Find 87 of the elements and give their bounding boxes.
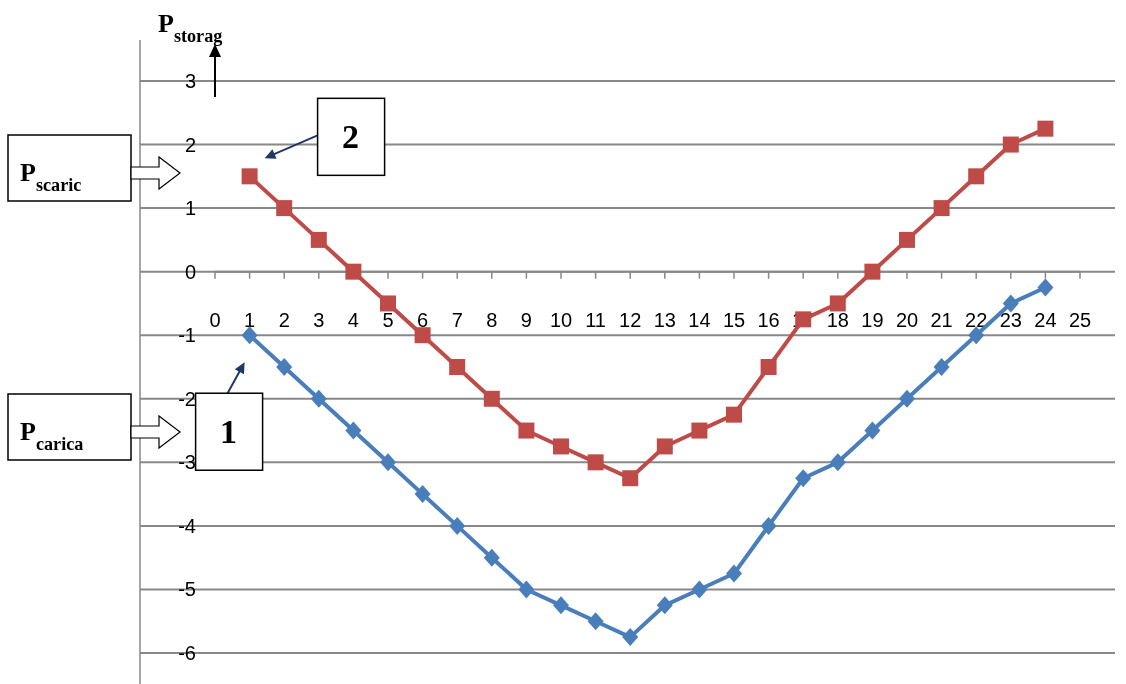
- text: P$_{carica}$: [20, 417, 84, 454]
- point: [933, 358, 950, 376]
- x-tick-label: 22: [965, 308, 988, 331]
- x-tick-label: 13: [653, 308, 676, 331]
- point: [933, 200, 950, 217]
- point: [345, 263, 362, 280]
- point: [483, 390, 500, 407]
- x-tick-label: 10: [549, 308, 573, 331]
- point: [241, 326, 258, 345]
- x-tick-label: 16: [757, 308, 780, 331]
- x-tick-label: 7: [451, 308, 463, 331]
- x-tick-label: 6: [417, 308, 429, 331]
- point: [622, 628, 639, 647]
- point: [380, 295, 396, 312]
- y-tick-label: 2: [184, 133, 196, 156]
- point: [449, 359, 466, 375]
- point: [899, 231, 915, 248]
- point: [968, 168, 985, 185]
- x-tick-label: 11: [585, 308, 606, 331]
- point: [587, 454, 604, 471]
- x-tick-label: 2: [278, 308, 290, 331]
- point: [345, 421, 362, 440]
- y-tick-label: -3: [178, 451, 196, 474]
- point: [414, 485, 431, 504]
- x-tick-label: 20: [895, 308, 919, 331]
- y-tick-label: -4: [178, 514, 196, 537]
- series-label: 1: [220, 413, 238, 451]
- point: [553, 438, 569, 455]
- x-tick-label: 3: [313, 308, 325, 331]
- point: [760, 516, 777, 535]
- x-tick-label: 12: [619, 308, 642, 331]
- x-tick-label: 1: [244, 308, 256, 331]
- point: [553, 596, 569, 615]
- x-tick-label: 18: [826, 308, 849, 331]
- y-tick-label: -5: [178, 578, 196, 601]
- point: [829, 295, 846, 312]
- point: [760, 359, 777, 375]
- y-tick-label: 0: [184, 260, 196, 283]
- point: [310, 389, 327, 408]
- text: P$_{scaric}$: [20, 158, 82, 195]
- x-tick-label: 9: [520, 308, 532, 331]
- point: [622, 470, 639, 487]
- point: [1002, 136, 1019, 153]
- point: [1037, 120, 1054, 137]
- x-tick-label: 19: [861, 308, 884, 331]
- y-tick-label: 1: [184, 197, 196, 220]
- y-tick-label: -1: [178, 324, 196, 347]
- x-tick-label: 5: [382, 308, 394, 331]
- point: [449, 516, 466, 535]
- point: [691, 422, 708, 439]
- point: [587, 612, 604, 631]
- x-tick-label: 23: [999, 308, 1022, 331]
- point: [1037, 278, 1054, 297]
- x-tick-label: 8: [486, 308, 498, 331]
- y-axis-title: P$_{storag}$: [158, 9, 223, 46]
- x-tick-label: 24: [1034, 308, 1057, 331]
- point: [483, 548, 500, 567]
- x-tick-label: 15: [722, 308, 746, 331]
- point: [726, 406, 742, 423]
- x-tick-label: 0: [209, 308, 221, 331]
- x-tick-label: 21: [930, 308, 953, 331]
- point: [726, 564, 742, 583]
- point: [518, 580, 535, 599]
- point: [310, 231, 327, 248]
- y-tick-label: -2: [178, 387, 196, 410]
- point: [795, 469, 812, 488]
- point: [864, 421, 881, 440]
- x-tick-label: 25: [1068, 308, 1092, 331]
- x-tick-label: 14: [688, 308, 711, 331]
- point: [829, 453, 846, 472]
- y-tick-label: -6: [178, 642, 196, 664]
- point: [276, 200, 293, 217]
- point: [380, 453, 396, 472]
- x-tick-label: 4: [347, 308, 359, 331]
- point: [1002, 294, 1019, 313]
- point: [656, 596, 673, 615]
- point: [864, 263, 881, 280]
- point: [414, 327, 431, 344]
- point: [518, 422, 535, 439]
- series-label: 2: [342, 118, 360, 156]
- point: [968, 326, 985, 345]
- point: [691, 580, 708, 599]
- point: [276, 358, 293, 376]
- point: [656, 438, 673, 455]
- point: [899, 389, 915, 408]
- point: [241, 168, 258, 185]
- y-tick-label: 3: [184, 70, 196, 92]
